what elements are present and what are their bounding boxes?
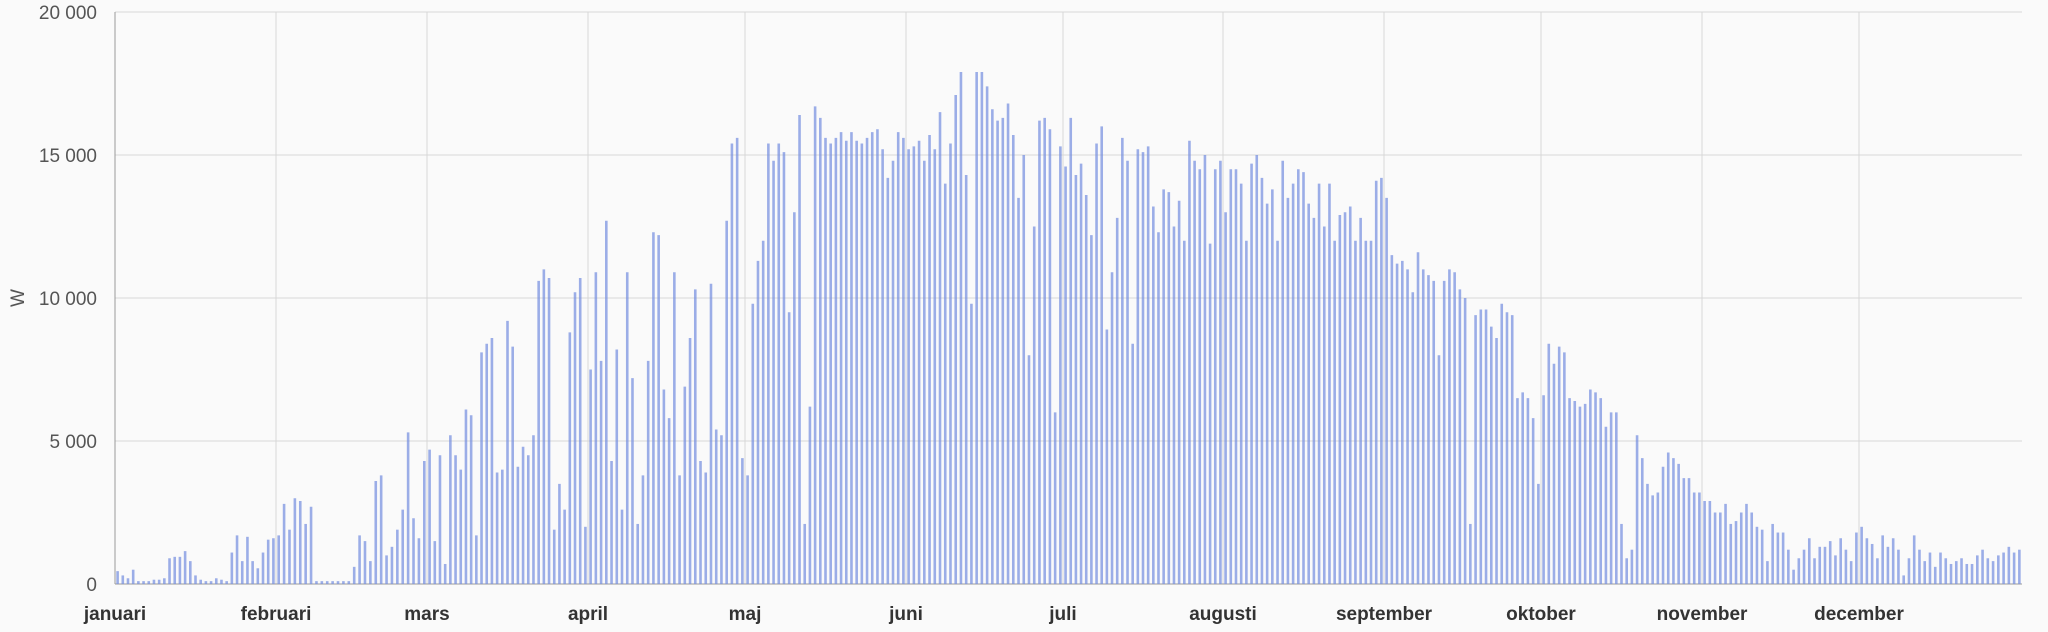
y-axis-label: W bbox=[8, 289, 29, 307]
x-tick-label: oktober bbox=[1506, 604, 1576, 625]
x-tick-label: november bbox=[1657, 604, 1748, 625]
x-axis-ticks: januari februari mars april maj juni juli augus… bbox=[83, 604, 1905, 625]
x-tick-label: maj bbox=[729, 604, 762, 625]
x-tick-label: mars bbox=[404, 604, 449, 625]
power-bars bbox=[116, 72, 2021, 584]
y-tick-label: 10 000 bbox=[39, 289, 97, 310]
y-tick-label: 0 bbox=[86, 575, 97, 596]
y-tick-label: 5 000 bbox=[49, 432, 97, 453]
y-axis-ticks: 0 5 000 10 000 15 000 20 000 bbox=[39, 3, 97, 596]
x-tick-label: januari bbox=[83, 604, 146, 625]
y-tick-label: 20 000 bbox=[39, 3, 97, 24]
x-tick-label: februari bbox=[241, 604, 312, 625]
x-tick-label: september bbox=[1336, 604, 1433, 625]
y-tick-label: 15 000 bbox=[39, 146, 97, 167]
x-tick-label: april bbox=[568, 604, 608, 625]
x-tick-label: juli bbox=[1048, 604, 1076, 625]
x-tick-label: december bbox=[1814, 604, 1904, 625]
x-tick-label: augusti bbox=[1189, 604, 1257, 625]
grid-lines bbox=[114, 11, 2022, 585]
x-tick-label: juni bbox=[888, 604, 923, 625]
